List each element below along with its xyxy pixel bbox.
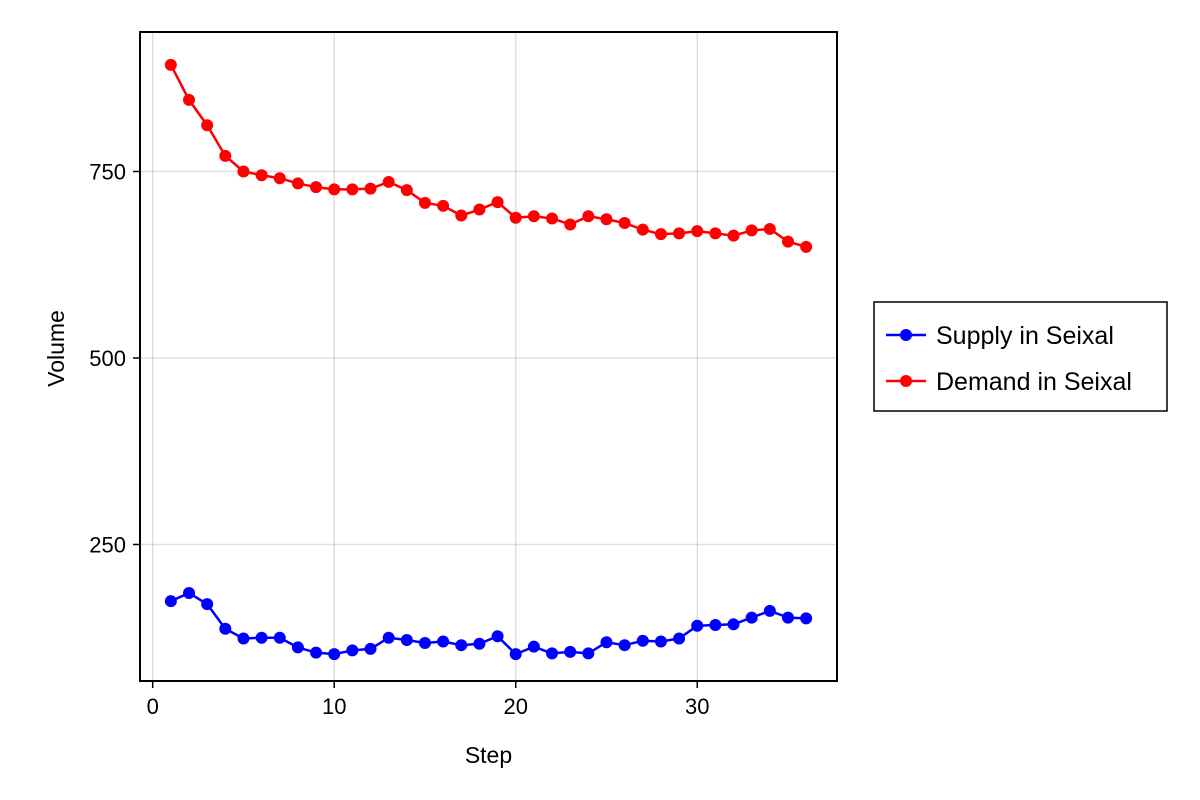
data-point xyxy=(727,229,740,242)
data-point xyxy=(201,598,214,611)
legend-marker xyxy=(900,375,912,387)
data-point xyxy=(781,235,794,248)
data-point xyxy=(546,212,559,225)
data-point xyxy=(473,203,486,216)
y-tick-label: 500 xyxy=(89,346,126,371)
series-layer xyxy=(164,58,813,661)
data-point xyxy=(763,222,776,235)
data-point xyxy=(183,93,196,106)
series-line xyxy=(169,64,807,249)
series-0 xyxy=(164,586,813,661)
data-point xyxy=(201,119,214,132)
x-tick-label: 10 xyxy=(322,694,346,719)
data-point xyxy=(691,225,704,238)
series-1 xyxy=(164,58,813,253)
data-point xyxy=(310,181,323,194)
data-point xyxy=(219,149,232,162)
y-tick-label: 750 xyxy=(89,159,126,184)
data-point xyxy=(255,169,268,182)
x-tick-label: 0 xyxy=(147,694,159,719)
data-point xyxy=(400,184,413,197)
data-point xyxy=(364,642,377,655)
data-point xyxy=(328,648,341,661)
data-point xyxy=(745,611,758,624)
legend-item: Supply in Seixal xyxy=(886,322,1114,350)
data-point xyxy=(164,58,177,71)
data-point xyxy=(564,218,577,231)
data-point xyxy=(673,632,686,645)
data-point xyxy=(800,612,813,625)
data-point xyxy=(346,183,359,196)
data-point xyxy=(346,644,359,657)
data-point xyxy=(255,631,268,644)
data-point xyxy=(400,633,413,646)
grid-lines xyxy=(140,32,837,681)
legend: Supply in Seixal Demand in Seixal xyxy=(873,301,1168,412)
data-point xyxy=(800,240,813,253)
data-point xyxy=(709,619,722,632)
data-point xyxy=(491,196,504,209)
data-point xyxy=(527,210,540,223)
x-tick-label: 30 xyxy=(685,694,709,719)
data-point xyxy=(164,595,177,608)
data-point xyxy=(219,622,232,635)
data-point xyxy=(310,646,323,659)
data-point xyxy=(364,182,377,195)
data-point xyxy=(582,210,595,223)
data-point xyxy=(763,604,776,617)
data-point xyxy=(473,637,486,650)
data-point xyxy=(636,223,649,236)
data-point xyxy=(618,639,631,652)
data-point xyxy=(291,641,304,654)
x-tick-label: 20 xyxy=(503,694,527,719)
data-point xyxy=(382,175,395,188)
data-point xyxy=(237,165,250,178)
data-point xyxy=(237,632,250,645)
data-point xyxy=(273,631,286,644)
axis-ticks: 0 10 20 30 250 500 750 xyxy=(89,159,709,719)
data-point xyxy=(509,211,522,224)
data-point xyxy=(654,228,667,241)
data-point xyxy=(509,648,522,661)
data-point xyxy=(727,618,740,631)
data-point xyxy=(673,227,686,240)
legend-frame xyxy=(873,301,1168,412)
data-point xyxy=(564,645,577,658)
legend-item: Demand in Seixal xyxy=(886,368,1132,396)
data-point xyxy=(455,209,468,222)
data-point xyxy=(418,636,431,649)
data-point xyxy=(745,224,758,237)
data-point xyxy=(582,647,595,660)
data-point xyxy=(418,196,431,209)
plot-frame xyxy=(139,31,838,682)
data-point xyxy=(654,635,667,648)
x-axis-title: Step xyxy=(465,742,512,768)
data-point xyxy=(691,619,704,632)
data-point xyxy=(455,639,468,652)
legend-label: Demand in Seixal xyxy=(936,368,1132,396)
data-point xyxy=(273,172,286,185)
legend-label: Supply in Seixal xyxy=(936,322,1114,350)
y-axis-title: Volume xyxy=(43,310,69,387)
data-point xyxy=(636,634,649,647)
data-point xyxy=(291,177,304,190)
data-point xyxy=(382,631,395,644)
data-point xyxy=(781,611,794,624)
data-point xyxy=(709,227,722,240)
legend-marker xyxy=(900,329,912,341)
data-point xyxy=(328,183,341,196)
data-point xyxy=(491,630,504,643)
y-tick-label: 250 xyxy=(89,532,126,557)
data-point xyxy=(183,586,196,599)
data-point xyxy=(437,635,450,648)
data-point xyxy=(600,636,613,649)
data-point xyxy=(546,647,559,660)
data-point xyxy=(618,216,631,229)
data-point xyxy=(527,640,540,653)
data-point xyxy=(437,199,450,212)
data-point xyxy=(600,213,613,226)
